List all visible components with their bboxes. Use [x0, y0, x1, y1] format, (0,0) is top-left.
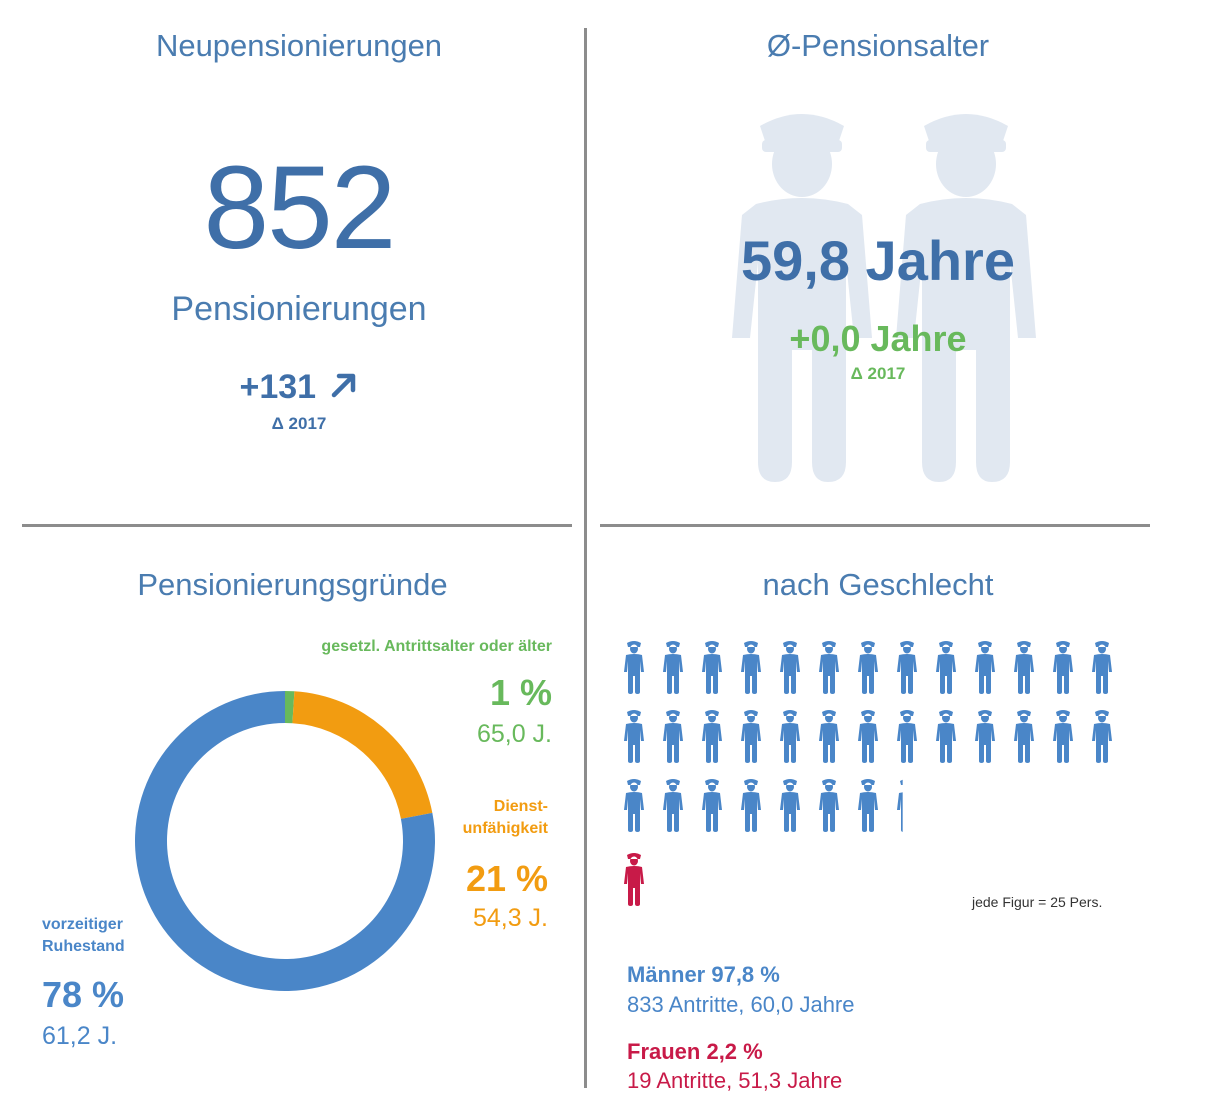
male-figure — [936, 641, 956, 694]
male-figure — [624, 779, 644, 832]
male-figure — [1014, 710, 1034, 763]
donut-slice-gesetzl — [285, 691, 295, 724]
male-figure — [819, 779, 839, 832]
figure-scale-note: jede Figur = 25 Pers. — [972, 894, 1103, 910]
male-figure — [702, 779, 722, 832]
male-figure — [663, 641, 683, 694]
dienstunfaehigkeit-label-line2: unfähigkeit — [462, 820, 548, 837]
male-figure — [897, 641, 917, 694]
neupensionierungen-delta-row: +131 — [0, 368, 598, 407]
male-figure — [741, 710, 761, 763]
horizontal-divider-right — [600, 524, 1150, 527]
male-figure — [819, 710, 839, 763]
male-figure — [702, 641, 722, 694]
gesetzl-label: gesetzl. Antrittsalter oder älter — [321, 638, 552, 655]
gesetzl-percent: 1 % — [489, 672, 552, 713]
neupensionierungen-value: 852 — [203, 142, 397, 274]
dienstunfaehigkeit-percent: 21 % — [465, 858, 548, 899]
pensionsalter-value: 59,8 Jahre — [741, 229, 1015, 292]
male-figure — [975, 641, 995, 694]
male-figure — [780, 710, 800, 763]
vorzeitig-label-line2: Ruhestand — [42, 938, 125, 955]
male-figure — [858, 641, 878, 694]
male-figure — [741, 641, 761, 694]
vorzeitig-label-line1: vorzeitiger — [42, 916, 123, 933]
men-heading: Männer 97,8 % — [627, 962, 780, 987]
horizontal-divider-left — [22, 524, 572, 527]
male-figure — [1092, 710, 1112, 763]
male-figure — [780, 641, 800, 694]
male-figure — [663, 710, 683, 763]
female-figure — [624, 853, 644, 906]
vorzeitig-percent: 78 % — [42, 974, 125, 1015]
male-figure — [897, 710, 917, 763]
male-figure — [1092, 641, 1112, 694]
pensionsalter-delta-year: Δ 2017 — [850, 364, 906, 383]
vorzeitig-age: 61,2 J. — [42, 1022, 118, 1050]
male-figure — [975, 710, 995, 763]
male-figure — [663, 779, 683, 832]
male-figure — [1053, 710, 1073, 763]
women-heading: Frauen 2,2 % — [627, 1039, 763, 1064]
male-figure — [702, 710, 722, 763]
arrow-up-right-icon — [329, 370, 359, 405]
neupensionierungen-title: Neupensionierungen — [155, 28, 443, 63]
pensionsalter-delta: +0,0 Jahre — [789, 318, 967, 359]
neupensionierungen-unit: Pensionierungen — [171, 290, 427, 328]
dienstunfaehigkeit-label: Dienst- unfähigkeit — [463, 796, 548, 840]
gender-figure-chart — [624, 641, 1112, 906]
gruende-donut-chart — [134, 691, 435, 991]
male-figure — [624, 641, 644, 694]
gesetzl-age: 65,0 J. — [476, 720, 552, 748]
neupensionierungen-delta: +131 — [239, 368, 317, 406]
police-officers-icon — [732, 114, 1036, 482]
gruende-title: Pensionierungsgründe — [137, 567, 448, 602]
male-figure — [858, 779, 878, 832]
neupensionierungen-delta-year: Δ 2017 — [271, 414, 327, 433]
male-figure — [1014, 641, 1034, 694]
women-detail: 19 Antritte, 51,3 Jahre — [627, 1068, 843, 1093]
male-figure — [780, 779, 800, 832]
vorzeitig-label: vorzeitiger Ruhestand — [42, 914, 125, 958]
dienstunfaehigkeit-age: 54,3 J. — [472, 904, 548, 932]
male-figure — [741, 779, 761, 832]
male-figure-partial — [897, 779, 903, 832]
male-figure — [1053, 641, 1073, 694]
male-figure — [624, 710, 644, 763]
men-detail: 833 Antritte, 60,0 Jahre — [627, 992, 855, 1017]
donut-slice-dienstunfaehigkeit — [292, 691, 433, 819]
male-figure — [858, 710, 878, 763]
male-figure — [936, 710, 956, 763]
dienstunfaehigkeit-label-line1: Dienst- — [493, 798, 548, 815]
pensionsalter-title: Ø-Pensionsalter — [766, 28, 990, 63]
male-figure — [819, 641, 839, 694]
vertical-divider — [584, 28, 587, 1088]
geschlecht-title: nach Geschlecht — [762, 567, 994, 602]
